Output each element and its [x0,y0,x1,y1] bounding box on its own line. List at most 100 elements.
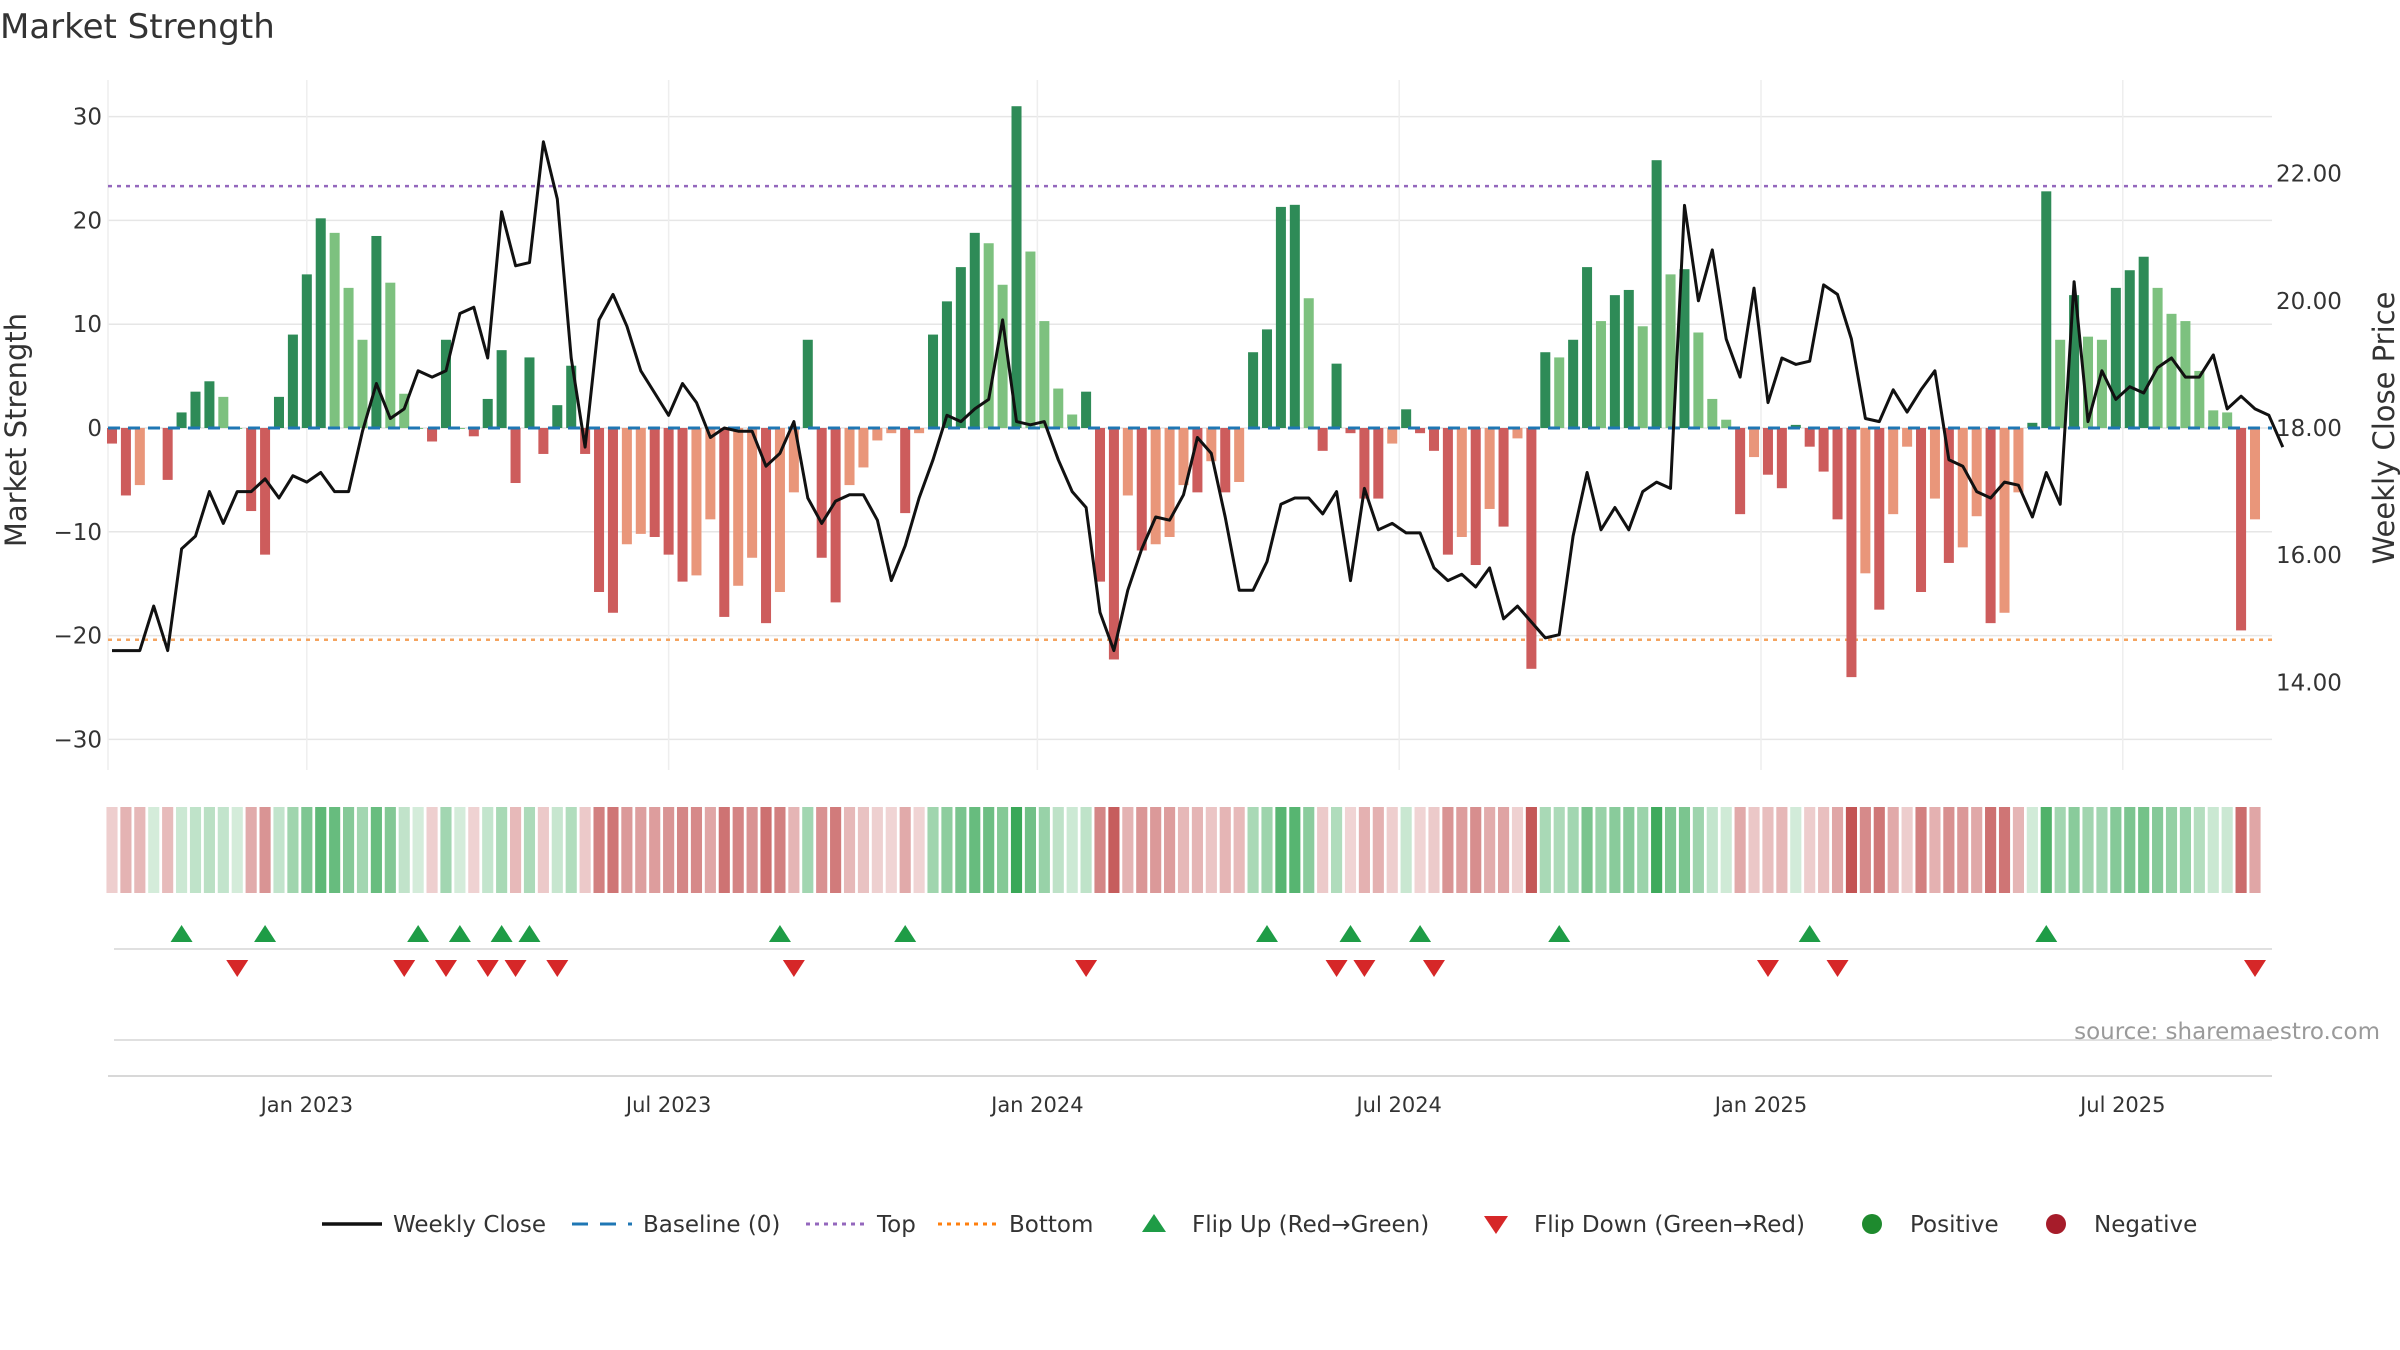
source-note: source: sharemaestro.com [2074,1019,2380,1045]
strength-bar [900,428,911,514]
strength-bar [1554,357,1565,428]
heat-cell [969,807,981,893]
chart-title: Market Strength [0,7,275,47]
strength-bar [788,428,799,493]
heat-cell [370,807,382,893]
heat-cell [1317,807,1329,893]
heat-cell [718,807,730,893]
heat-cell [134,807,146,893]
strength-bar [1776,428,1787,489]
heat-cell [245,807,257,893]
heat-cell [1122,807,1134,893]
strength-bar [663,428,674,555]
heat-cell [384,807,396,893]
y2-tick-label: 22.00 [2276,162,2342,188]
strength-bar [1122,428,1133,496]
strength-bar [1484,428,1495,509]
flip-down-marker [1826,960,1849,977]
x-axis-ticks: Jan 2023 Jul 2023 Jan 2024 Jul 2024 Jan 2025… [259,1093,2166,1117]
heat-cell [2235,807,2247,893]
strength-bar [510,428,521,484]
strength-bar [524,357,535,428]
heat-cell [523,807,536,893]
flip-down-marker [504,960,527,977]
heat-cell [1442,807,1454,893]
weekly-close-polyline [112,140,2285,653]
strength-bar [1401,409,1412,428]
heat-cell [1386,807,1398,893]
strength-bar [621,428,632,545]
y-tick-label: 20 [73,208,102,234]
strength-bar [440,339,451,428]
strength-bar [287,334,298,428]
strength-bar [830,428,841,603]
heat-cell [816,807,828,893]
heat-cell [690,807,703,893]
strength-bar [2041,191,2052,428]
strength-bar [2208,410,2219,428]
strength-bar [774,428,785,593]
strength-bar [1415,428,1426,434]
legend-triangle-up [1142,1214,1166,1232]
x-tick-label: Jul 2024 [1354,1093,1441,1117]
heat-cell [1706,807,1718,893]
strength-bar [677,428,688,582]
heat-cell [1553,807,1565,893]
flip-up-marker [170,925,193,942]
x-tick-label: Jan 2024 [989,1093,1084,1117]
heat-cell [676,807,689,893]
heat-cell [871,807,883,893]
strength-bar [1665,274,1676,428]
heat-cell [1762,807,1774,893]
strength-bar [1456,428,1467,537]
strength-bar [1971,428,1982,517]
heat-cell [356,807,369,893]
heat-cell [2012,807,2025,893]
heat-cell [704,807,716,893]
heat-cell [273,807,285,893]
strength-bar [1470,428,1481,566]
flip-down-marker [2244,960,2266,977]
heat-cell [1191,807,1203,893]
strength-bar [691,428,702,576]
strength-bar [1526,428,1537,669]
strength-bar [1582,267,1593,428]
strength-bar [468,428,479,437]
heat-cell [329,807,341,893]
heat-cell [1943,807,1955,893]
heat-cell [1358,807,1370,893]
strength-bar [2166,313,2177,428]
flip-up-marker [894,925,917,942]
heat-cell [2026,807,2038,893]
legend-label: Baseline (0) [643,1212,780,1238]
heat-cell [1164,807,1176,893]
strength-bar [2180,321,2191,428]
flip-up-marker [1255,925,1278,942]
flip-down-marker [1353,960,1376,977]
heat-cell [607,807,619,893]
strength-bar [983,243,994,428]
strength-bar [1609,295,1620,428]
strength-bar [1067,414,1078,428]
flip-up-marker [2035,925,2058,942]
strength-bar [2013,428,2024,493]
legend-label: Negative [2094,1212,2197,1238]
legend-label: Positive [1910,1212,1999,1238]
strength-bar [120,428,131,496]
heat-cell [412,807,424,893]
strength-bar [886,428,897,434]
heat-cell [1372,807,1384,893]
heat-cell [259,807,271,893]
strength-bar [1790,424,1801,428]
strength-bar [106,428,118,444]
strength-bar [858,428,869,468]
heat-cell [496,807,508,893]
strength-bar [1178,428,1189,486]
heat-cell [1344,807,1357,893]
heat-cell [1790,807,1802,893]
heat-cell [913,807,925,893]
strength-bar [315,218,326,428]
strength-bar [2110,287,2121,428]
heat-cell [1776,807,1788,893]
